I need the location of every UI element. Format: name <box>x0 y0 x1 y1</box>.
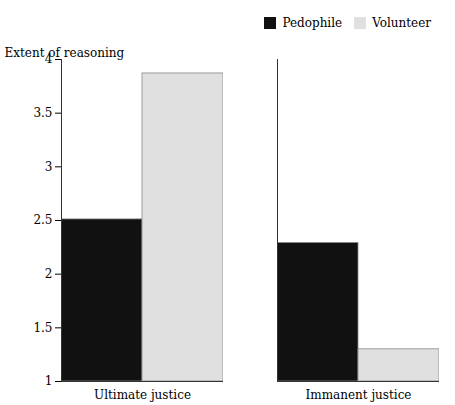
svg-text:2.5: 2.5 <box>33 213 52 227</box>
svg-text:Extent of reasoning: Extent of reasoning <box>5 46 125 60</box>
svg-text:2: 2 <box>45 267 53 281</box>
svg-text:1: 1 <box>45 374 53 388</box>
svg-text:3.5: 3.5 <box>33 106 52 120</box>
svg-text:Ultimate justice: Ultimate justice <box>94 388 191 402</box>
html-text:Volunteer: Volunteer <box>372 15 431 30</box>
svg-text:Immanent justice: Immanent justice <box>306 388 412 402</box>
svg-text:3: 3 <box>45 160 53 174</box>
svg-text:1.5: 1.5 <box>33 321 52 335</box>
html-text:Pedophile: Pedophile <box>282 15 343 30</box>
